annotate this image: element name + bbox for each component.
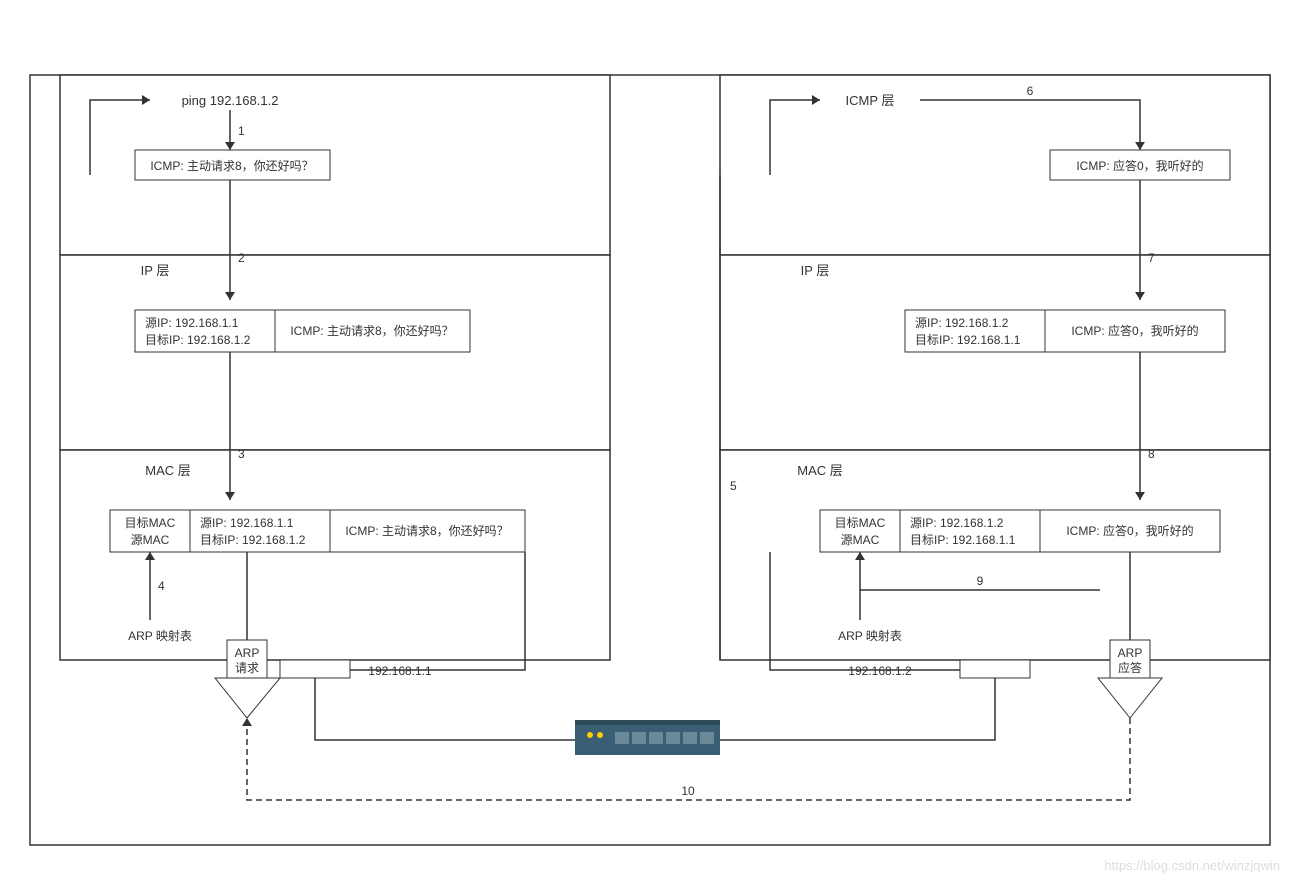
watermark: https://blog.csdn.net/winzjqwin: [1104, 858, 1280, 873]
edge-10-label: 10: [681, 784, 695, 798]
left-icmp-text: ICMP: 主动请求8，你还好吗？: [150, 159, 313, 173]
left-mac-ip-dst: 目标IP: 192.168.1.2: [200, 533, 306, 547]
edge-3-label: 3: [238, 447, 245, 461]
right-mac-label: MAC 层: [797, 463, 843, 478]
edge-2-label: 2: [238, 251, 245, 265]
left-mac-icmp-text: ICMP: 主动请求8，你还好吗？: [345, 524, 508, 538]
left-title: ping 192.168.1.2: [182, 93, 279, 108]
left-mac-ip-src: 源IP: 192.168.1.1: [200, 516, 294, 530]
left-mac-src: 源MAC: [131, 533, 170, 547]
right-nic-port: [960, 660, 1030, 678]
right-ip-addr: 192.168.1.2: [848, 664, 912, 678]
right-arp-table: ARP 映射表: [838, 628, 902, 643]
left-mac-dst: 目标MAC: [125, 516, 176, 530]
right-mac-cell: [720, 450, 1270, 660]
right-ip-dst: 目标IP: 192.168.1.1: [915, 333, 1021, 347]
right-title: ICMP 层: [846, 93, 895, 108]
svg-text:ARP: ARP: [1118, 646, 1143, 660]
left-nic-port: [280, 660, 350, 678]
ping-flow-diagram: ping 192.168.1.2 1 ICMP: 主动请求8，你还好吗？ 2 I…: [0, 0, 1297, 880]
left-ip-icmp: ICMP: 主动请求8，你还好吗？: [290, 324, 453, 338]
right-ip-icmp: ICMP: 应答0，我听好的: [1071, 323, 1198, 338]
right-ip-src: 源IP: 192.168.1.2: [915, 316, 1009, 330]
svg-text:ARP: ARP: [235, 646, 260, 660]
svg-text:请求: 请求: [235, 661, 259, 675]
edge-1-label: 1: [238, 124, 245, 138]
right-mac-icmp-text: ICMP: 应答0，我听好的: [1066, 523, 1193, 538]
edge-6-label: 6: [1027, 84, 1034, 98]
right-mac-ip-src: 源IP: 192.168.1.2: [910, 516, 1004, 530]
left-ip-src: 源IP: 192.168.1.1: [145, 316, 239, 330]
svg-text:应答: 应答: [1118, 660, 1142, 675]
edge-7-label: 7: [1148, 251, 1155, 265]
left-arp-table: ARP 映射表: [128, 628, 192, 643]
edge-8-label: 8: [1148, 447, 1155, 461]
right-icmp-text: ICMP: 应答0，我听好的: [1076, 158, 1203, 173]
edge-4-label: 4: [158, 579, 165, 593]
right-mac-src: 源MAC: [841, 533, 880, 547]
left-ip-label: IP 层: [141, 263, 170, 278]
right-ip-label: IP 层: [801, 263, 830, 278]
network-switch-icon: [575, 720, 720, 755]
edge-9-label: 9: [977, 574, 984, 588]
left-mac-label: MAC 层: [145, 463, 191, 478]
left-ip-dst: 目标IP: 192.168.1.2: [145, 333, 251, 347]
left-ip-addr: 192.168.1.1: [368, 664, 432, 678]
right-mac-ip-dst: 目标IP: 192.168.1.1: [910, 533, 1016, 547]
edge-5-label: 5: [730, 479, 737, 493]
right-mac-dst: 目标MAC: [835, 516, 886, 530]
